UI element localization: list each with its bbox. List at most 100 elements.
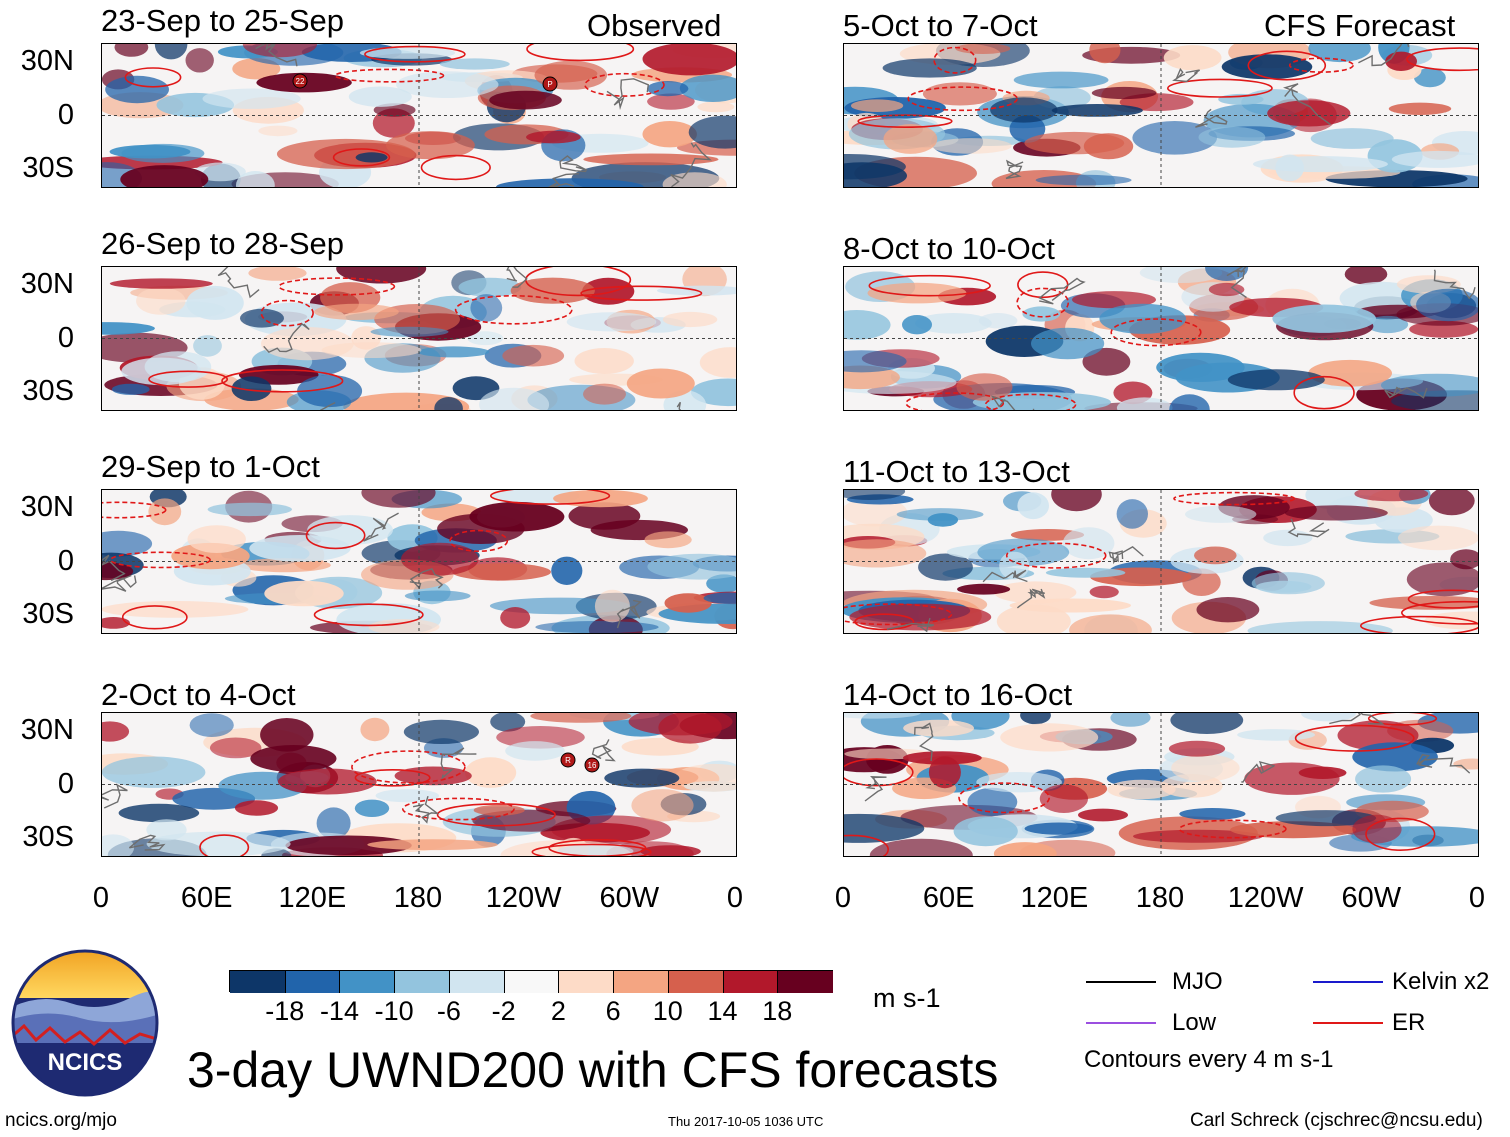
contour-note: Contours every 4 m s-1	[1084, 1046, 1334, 1073]
anomaly-cell	[321, 342, 422, 358]
map-panel-fc-1	[843, 266, 1479, 411]
lon-label: 120E	[278, 882, 347, 914]
anomaly-cell	[505, 741, 565, 761]
anomaly-cell	[111, 383, 150, 395]
lat-label: 30S	[22, 821, 74, 854]
anomaly-cell	[647, 553, 736, 580]
anomaly-cell	[367, 839, 498, 851]
main-title: 3-day UWND200 with CFS forecasts	[187, 1042, 999, 1098]
legend-line-kelvin	[1313, 981, 1383, 983]
anomaly-cell	[1428, 490, 1475, 516]
coastline	[506, 267, 528, 288]
anomaly-cell	[1275, 810, 1377, 827]
anomaly-cell	[1406, 562, 1478, 597]
footer-link[interactable]: ncics.org/mjo	[5, 1110, 117, 1131]
anomaly-cell	[844, 154, 906, 180]
coastline	[102, 554, 126, 582]
anomaly-cell	[1107, 779, 1176, 800]
er-contour	[844, 834, 889, 856]
anomaly-cell	[146, 819, 187, 841]
anomaly-cell	[530, 713, 632, 723]
anomaly-cell	[502, 344, 565, 367]
er-contour	[844, 758, 914, 787]
anomaly-cell	[1168, 740, 1226, 757]
ncics-logo: NCICS	[10, 948, 160, 1098]
units-label: m s-1	[873, 983, 941, 1013]
er-contour	[1401, 600, 1478, 625]
anomaly-cell	[189, 713, 234, 737]
er-contour	[1247, 50, 1327, 81]
map-panel-fc-3	[843, 712, 1479, 857]
coastline	[1038, 277, 1086, 305]
coastline	[864, 776, 887, 802]
legend-low: Low	[1172, 1009, 1217, 1036]
anomaly-cell	[1416, 288, 1478, 322]
colorbar-tick-label: 2	[550, 996, 566, 1026]
anomaly-cell	[583, 383, 626, 405]
er-contour	[868, 274, 991, 297]
coastline	[1384, 386, 1428, 399]
anomaly-cell	[849, 603, 992, 631]
anomaly-cell	[473, 804, 525, 816]
anomaly-cell	[1132, 121, 1217, 155]
er-contour	[531, 843, 652, 856]
anomaly-cell	[1355, 765, 1412, 793]
legend-line-er	[1313, 1022, 1383, 1024]
coastline	[1241, 760, 1275, 783]
anomaly-cell	[977, 538, 1070, 567]
anomaly-cell	[1169, 394, 1210, 410]
lat-label: 30N	[20, 44, 74, 77]
colorbar-swatch	[230, 971, 286, 993]
anomaly-cell	[1091, 86, 1157, 100]
anomaly-cell	[386, 131, 475, 160]
anomaly-cell	[102, 322, 155, 335]
anomaly-cell	[348, 86, 412, 107]
coastline	[1433, 269, 1476, 300]
er-contour	[1360, 615, 1478, 633]
anomaly-cell	[918, 553, 973, 581]
legend-mjo: MJO	[1172, 968, 1223, 995]
coastline	[1226, 267, 1247, 299]
anomaly-cell	[1089, 44, 1121, 64]
anomaly-cell	[566, 312, 657, 332]
er-contour	[584, 72, 665, 97]
anomaly-cell	[931, 138, 1012, 154]
map-panel-fc-2	[843, 489, 1479, 634]
heatmap-fc-1	[844, 267, 1478, 410]
anomaly-cell	[967, 787, 1018, 817]
anomaly-cell	[236, 171, 275, 187]
anomaly-cell	[1308, 44, 1371, 63]
anomaly-cell	[186, 285, 244, 320]
anomaly-cell	[1208, 282, 1245, 297]
anomaly-cell	[187, 525, 246, 553]
colorbar-tick-label: 10	[652, 996, 683, 1026]
anomaly-cell	[1272, 304, 1376, 333]
anomaly-cell	[144, 351, 212, 383]
panel-title-fc-0: 5-Oct to 7-Oct	[843, 8, 1038, 43]
anomaly-cell	[1156, 352, 1245, 382]
anomaly-cell	[355, 152, 388, 163]
anomaly-cell	[915, 313, 992, 334]
colorbar-tick-label: 18	[762, 996, 793, 1026]
er-contour	[278, 277, 396, 296]
colorbar-tick-label: 14	[707, 996, 738, 1026]
colorbar-swatch	[339, 971, 396, 993]
er-contour	[401, 797, 515, 821]
anomaly-cell	[955, 44, 1011, 54]
anomaly-cell	[146, 831, 291, 856]
anomaly-cell	[404, 590, 471, 602]
lat-label: 0	[57, 767, 74, 800]
anomaly-cell	[250, 745, 337, 772]
anomaly-cell	[626, 368, 695, 399]
anomaly-cell	[1397, 525, 1478, 551]
lon-label: 180	[393, 882, 443, 914]
anomaly-cell	[953, 816, 1018, 847]
anomaly-cell	[1182, 568, 1221, 596]
anomaly-cell	[647, 81, 689, 97]
anomaly-cell	[1310, 128, 1394, 149]
anomaly-cell	[551, 556, 583, 585]
anomaly-cell	[1344, 267, 1388, 285]
anomaly-cell	[231, 376, 272, 401]
anomaly-cell	[1082, 347, 1131, 376]
er-contour	[332, 148, 391, 167]
